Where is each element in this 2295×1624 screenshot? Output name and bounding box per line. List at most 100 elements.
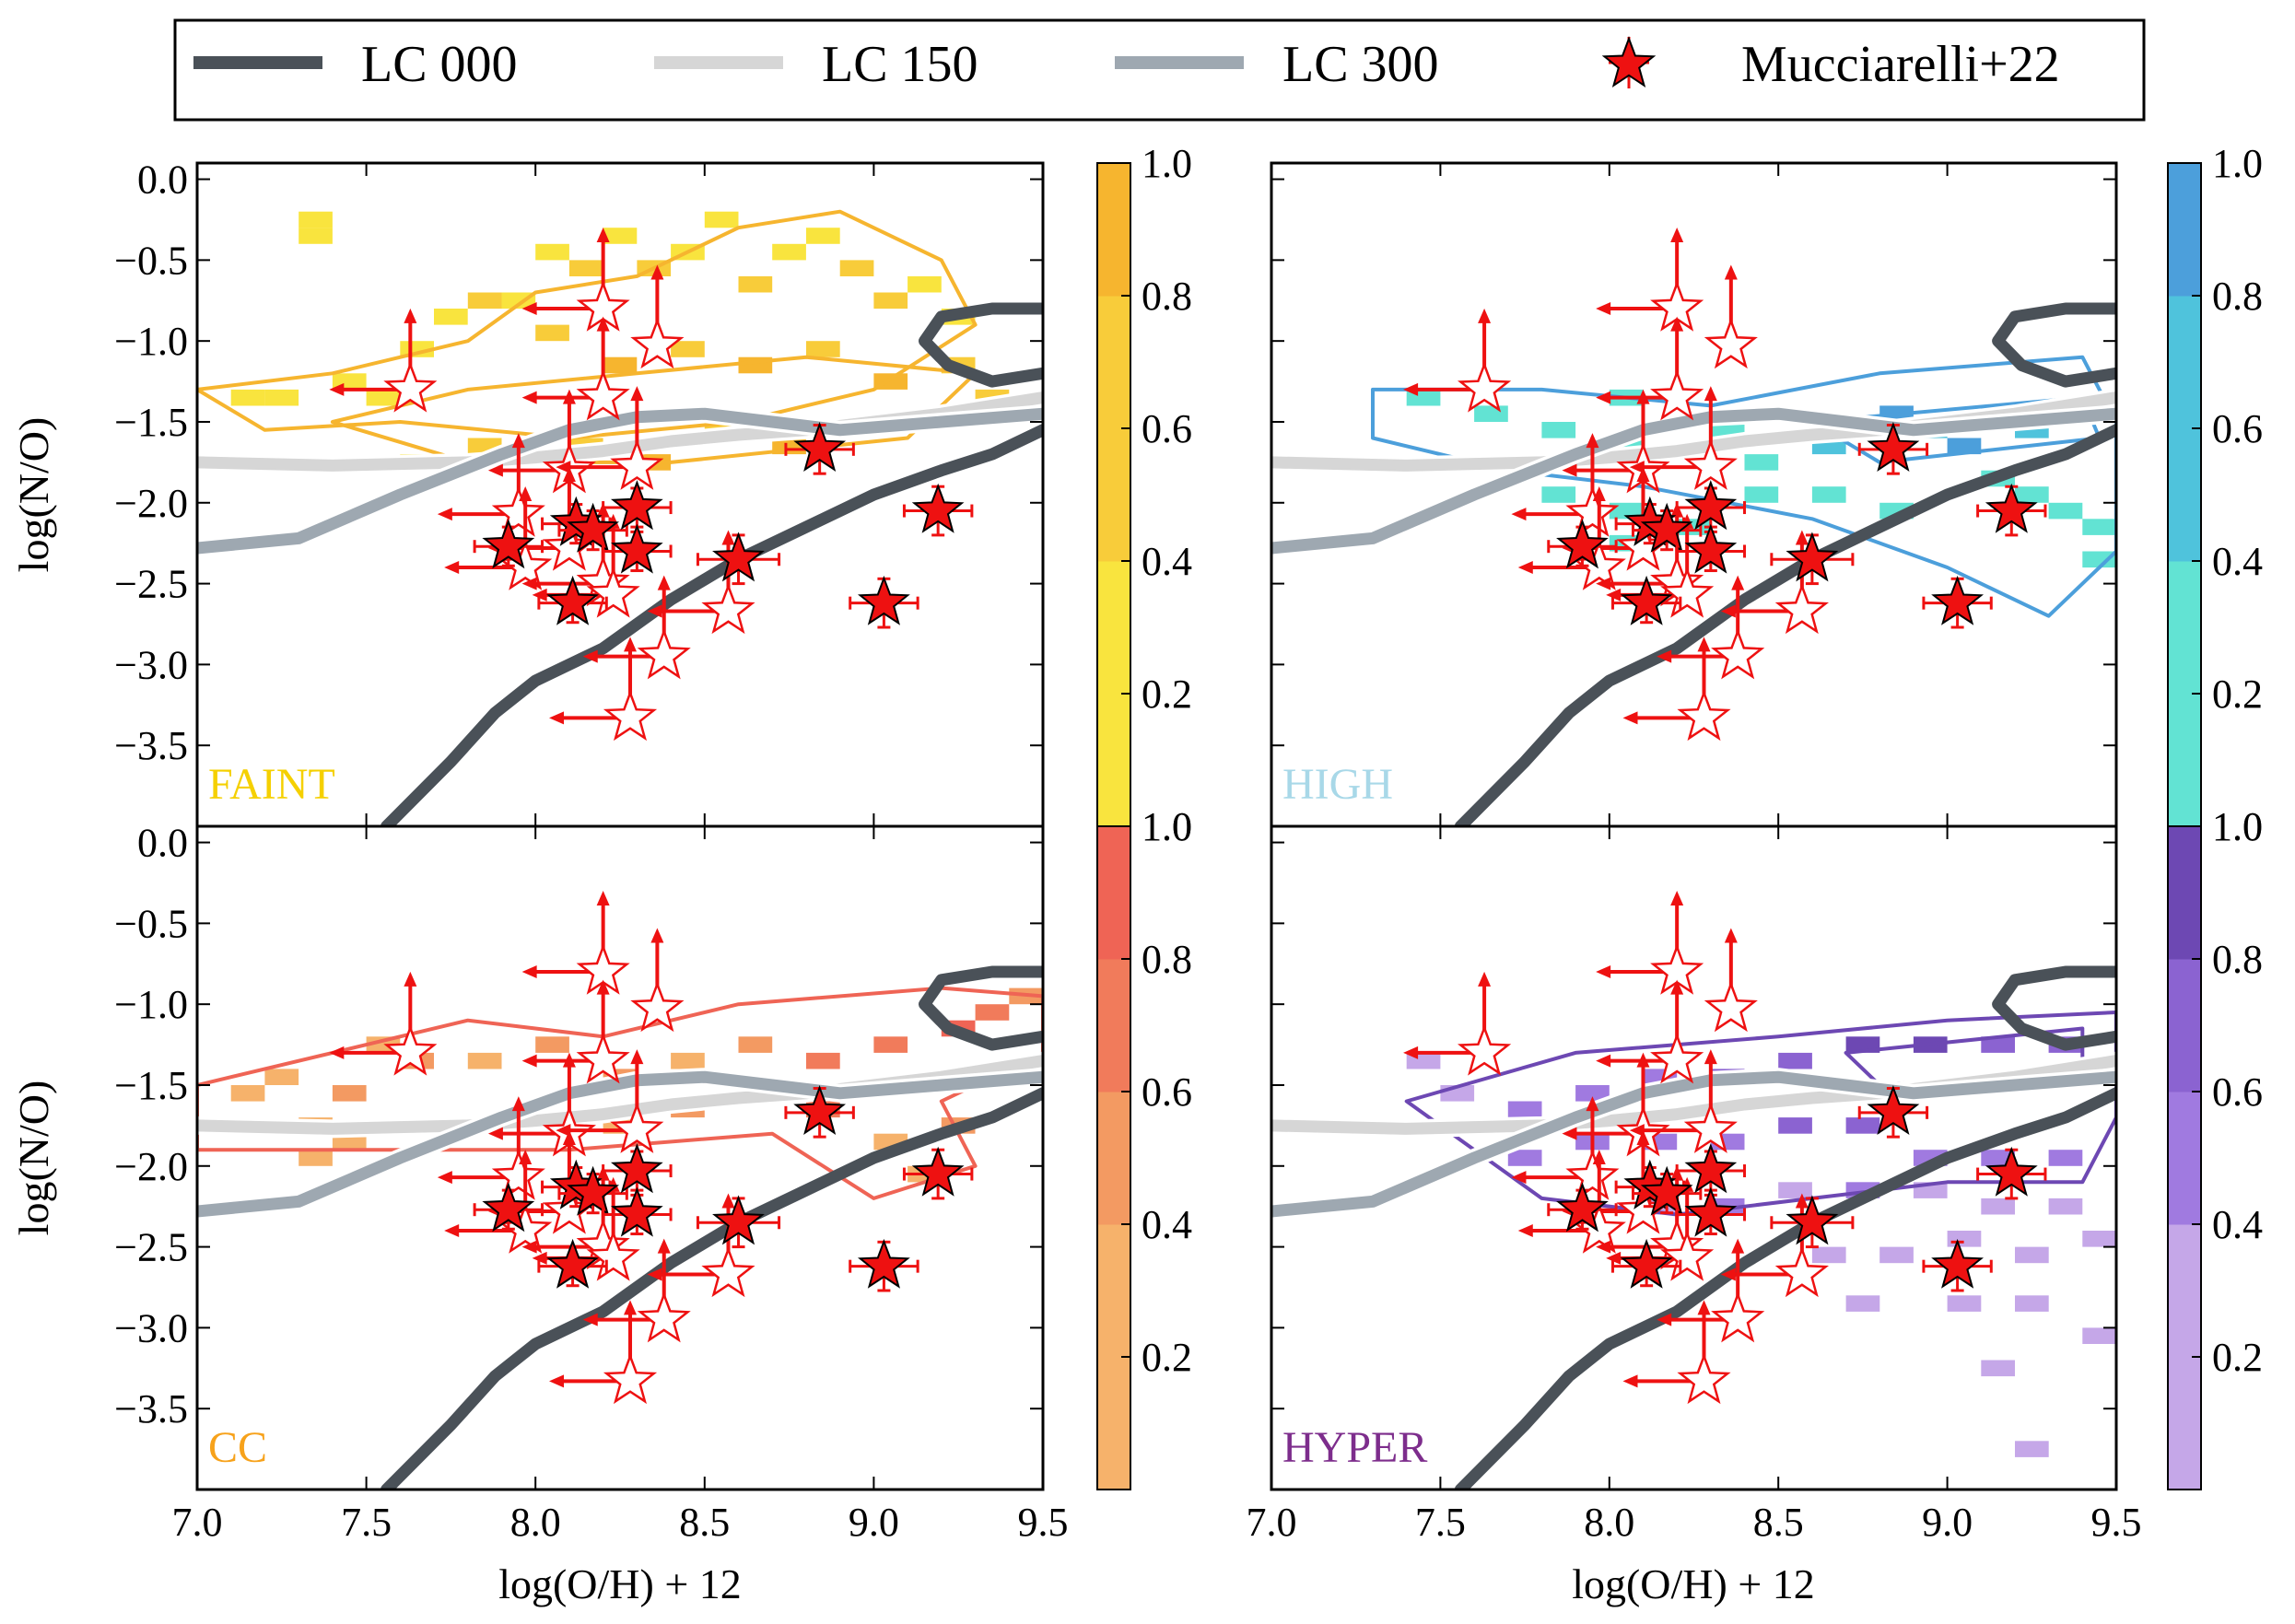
heatmap-cell xyxy=(535,1036,569,1053)
heatmap-cell xyxy=(1845,1295,1880,1312)
y-tick-label: −0.5 xyxy=(114,238,188,283)
detection-star xyxy=(1922,1238,1993,1292)
heatmap-cell xyxy=(535,243,569,261)
upper-limit-star xyxy=(556,1049,664,1153)
detection-star xyxy=(1857,1084,1929,1139)
heatmap-cell xyxy=(2048,1198,2083,1215)
heatmap-cell xyxy=(1879,1246,1914,1264)
colorbar-frame xyxy=(1096,825,1131,1490)
detection-star xyxy=(1631,502,1703,553)
detection-star xyxy=(1610,575,1682,625)
colorbar-hyper: 1.0 0.8 0.6 0.4 0.2 xyxy=(2167,804,2263,1490)
panel-frame xyxy=(1270,824,2118,1491)
colorbar-segment xyxy=(1097,1357,1130,1490)
y-tick-label: −3.0 xyxy=(114,1305,188,1350)
heatmap-cell xyxy=(1474,405,1508,422)
heatmap-cell xyxy=(603,356,638,374)
detection-star xyxy=(1547,519,1618,569)
model-track-lc-000 xyxy=(1454,1087,2116,1490)
detection-star xyxy=(602,1186,673,1237)
colorbar-segment xyxy=(2168,428,2201,562)
colorbar-tick-label: 0.4 xyxy=(1142,539,1192,584)
colorbar-segment xyxy=(1097,163,1130,297)
heatmap-cell xyxy=(1811,486,1846,503)
x-tick-label: 7.5 xyxy=(341,1500,392,1545)
y-tick-label: −3.5 xyxy=(114,723,188,768)
heatmap-cell xyxy=(2015,1441,2049,1457)
upper-limit-star xyxy=(1511,433,1620,537)
legend-label-mucciarelli: Mucciarelli+22 xyxy=(1741,36,2060,93)
x-tick-label: 9.5 xyxy=(1018,1500,1069,1545)
panel-label: HIGH xyxy=(1282,760,1393,809)
x-tick-label: 8.5 xyxy=(1753,1500,1804,1545)
detection-star xyxy=(1857,421,1929,475)
model-track-lc-000 xyxy=(1454,424,2116,826)
colorbar-tick-label: 1.0 xyxy=(2212,804,2263,849)
upper-limit-star xyxy=(1596,228,1704,332)
colorbar-tick-label: 0.6 xyxy=(1142,406,1192,451)
model-track-lc-000-loop xyxy=(919,302,1043,388)
upper-limit-star xyxy=(549,1300,658,1405)
upper-limit-star xyxy=(1657,1238,1765,1343)
y-tick-label: 0.0 xyxy=(137,158,188,203)
legend-star-marker xyxy=(1601,36,1657,88)
heatmap-cell xyxy=(467,1052,502,1069)
upper-limit-star xyxy=(630,264,685,369)
heatmap-cell xyxy=(738,1036,773,1053)
heatmap-cell xyxy=(1947,1231,1982,1247)
colorbar-tick-label: 0.4 xyxy=(1142,1202,1192,1247)
detection-star xyxy=(537,1238,608,1289)
detection-star xyxy=(1675,523,1747,574)
heatmap-cell xyxy=(873,1036,908,1053)
colorbar-segment xyxy=(2168,694,2201,827)
heatmap-cell xyxy=(839,260,874,276)
upper-limit-star xyxy=(556,386,664,490)
legend-star-icon xyxy=(1601,36,1657,88)
heatmap-cell xyxy=(1778,1052,1812,1069)
y-tick-label: −1.5 xyxy=(114,400,188,445)
upper-limit-star xyxy=(1403,308,1512,413)
upper-limit-star xyxy=(329,308,438,413)
detection-star xyxy=(557,1165,628,1216)
colorbar-segment xyxy=(2168,561,2201,695)
upper-limit-star xyxy=(1629,1049,1738,1153)
y-tick-label: −2.0 xyxy=(114,1144,188,1189)
density-contour xyxy=(1404,1011,2116,1217)
y-tick-label: −3.5 xyxy=(114,1386,188,1431)
y-tick-label: −3.0 xyxy=(114,642,188,687)
colorbar-tick-label: 1.0 xyxy=(1142,141,1192,186)
x-tick-label: 7.5 xyxy=(1415,1500,1466,1545)
detection-star xyxy=(1675,1186,1747,1237)
heatmap-cell xyxy=(2015,1246,2049,1264)
upper-limit-star xyxy=(582,575,691,680)
colorbar-tick-label: 0.2 xyxy=(1142,672,1192,717)
detection-star xyxy=(602,480,673,531)
colorbar-segment xyxy=(1097,826,1130,960)
colorbar-tick-label: 0.6 xyxy=(2212,406,2263,451)
legend-label-lc300: LC 300 xyxy=(1282,36,1439,93)
upper-limit-star xyxy=(1403,971,1512,1076)
colorbar-segment xyxy=(1097,1092,1130,1225)
heatmap-cell xyxy=(671,1052,705,1069)
y-tick-label: −1.5 xyxy=(114,1063,188,1108)
colorbar-high: 1.0 0.8 0.6 0.4 0.2 1.0 xyxy=(2167,141,2263,849)
heatmap-cell xyxy=(264,389,299,406)
colorbar-segment xyxy=(1097,694,1130,827)
colorbar-tick-label: 0.8 xyxy=(1142,274,1192,319)
colorbar-faint: 1.0 0.8 0.6 0.4 0.2 1.0 xyxy=(1096,141,1192,849)
heatmap-cell xyxy=(1845,1117,1880,1134)
colorbar-tick-label: 0.8 xyxy=(1142,937,1192,982)
x-tick-label: 7.0 xyxy=(1247,1500,1297,1545)
heatmap-cell xyxy=(1947,1295,1982,1312)
detection-star xyxy=(602,523,673,574)
detection-star xyxy=(784,1084,855,1139)
detection-star xyxy=(784,421,855,475)
upper-limit-star xyxy=(1596,891,1704,995)
colorbar-tick-label: 0.8 xyxy=(2212,274,2263,319)
heatmap-cell xyxy=(366,389,401,406)
upper-limit-star xyxy=(329,971,438,1076)
heatmap-cell xyxy=(907,275,942,293)
upper-limit-star xyxy=(1511,1096,1620,1200)
heatmap-cell xyxy=(1744,486,1779,503)
detection-star xyxy=(537,575,608,625)
